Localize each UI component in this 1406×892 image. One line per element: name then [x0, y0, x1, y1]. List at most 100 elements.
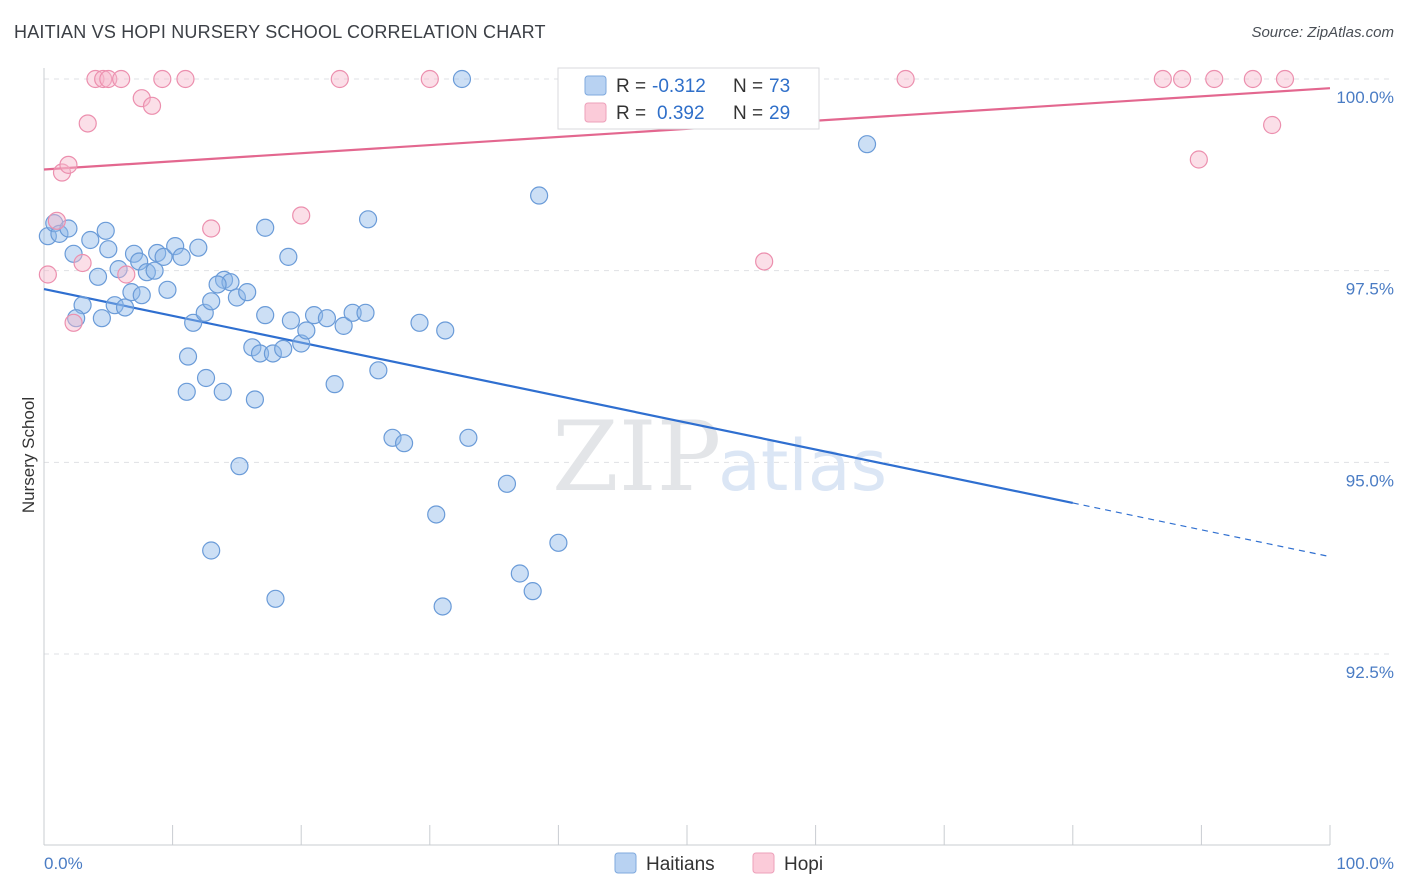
- stats-r-label-hopi: R =: [616, 103, 646, 124]
- hopi-point-14: [153, 69, 172, 89]
- y-tick-labels: 100.0% 97.5% 95.0% 92.5%: [1336, 88, 1394, 682]
- hopi-point-13: [142, 96, 162, 115]
- hopi-point-4: [64, 313, 83, 332]
- axes: [43, 68, 1331, 846]
- stats-swatch-haitians: [584, 75, 607, 96]
- stats-r-label-haitians: R =: [616, 76, 646, 97]
- haitians-point-10: [99, 240, 118, 259]
- stats-n-value-haitians: 73: [769, 76, 790, 97]
- haitians-point-29: [195, 303, 214, 322]
- stats-n-value-hopi: 29: [769, 103, 790, 124]
- haitians-point-57: [436, 321, 455, 340]
- haitians-point-70: [523, 582, 542, 601]
- haitians-point-35: [238, 283, 257, 302]
- stats-r-value-haitians: -0.312: [652, 76, 706, 97]
- haitians-point-66: [202, 541, 221, 560]
- haitians-trend-line: [43, 287, 1074, 505]
- hopi-point-19: [420, 69, 439, 89]
- haitians-point-39: [263, 344, 283, 363]
- hopi-point-23: [1173, 69, 1192, 89]
- haitians-point-59: [497, 474, 517, 493]
- y-axis-title: Nursery School: [19, 397, 38, 513]
- watermark: ZIP atlas: [552, 401, 887, 513]
- haitians-point-40: [274, 339, 293, 358]
- chart-source: Source: ZipAtlas.com: [1251, 24, 1394, 41]
- haitians-point-52: [394, 434, 414, 453]
- haitians-point-9: [96, 221, 115, 240]
- haitians-point-18: [137, 263, 156, 282]
- gridlines: [44, 78, 1392, 655]
- hopi-point-18: [330, 69, 349, 89]
- hopi-point-11: [117, 265, 136, 284]
- hopi-point-27: [1275, 69, 1295, 89]
- haitians-point-41: [281, 311, 301, 330]
- haitians-point-74: [452, 69, 472, 89]
- haitians-point-15: [122, 283, 141, 302]
- haitians-point-72: [530, 186, 549, 205]
- haitians-point-46: [325, 375, 344, 394]
- stats-legend: R = -0.312 N = 73 R = 0.392 N = 29: [557, 67, 820, 130]
- hopi-point-6: [78, 114, 97, 133]
- haitians-point-58: [459, 428, 478, 447]
- haitians-point-50: [369, 361, 388, 380]
- haitians-point-30: [202, 292, 221, 311]
- y-tick-label-1: 97.5%: [1346, 280, 1394, 299]
- series-legend: Haitians Hopi: [614, 852, 823, 875]
- haitians-point-44: [297, 321, 316, 340]
- hopi-point-26: [1243, 69, 1262, 89]
- hopi-point-9: [99, 69, 118, 89]
- watermark-atlas: atlas: [718, 425, 887, 507]
- watermark-zip: ZIP: [552, 401, 721, 513]
- haitians-point-61: [196, 368, 216, 388]
- stats-n-label-haitians: N =: [733, 76, 763, 97]
- hopi-point-22: [1153, 69, 1172, 89]
- x-tick-labels: 0.0% 100.0%: [44, 854, 1394, 873]
- haitians-point-11: [92, 309, 111, 328]
- hopi-point-3: [59, 155, 78, 174]
- haitians-point-26: [178, 347, 198, 366]
- haitians-point-47: [334, 316, 353, 335]
- haitians-point-51: [383, 428, 402, 447]
- data-points: [38, 69, 1295, 616]
- haitians-point-22: [145, 261, 164, 280]
- hopi-point-1: [47, 211, 66, 230]
- haitians-trend-extension: [1072, 502, 1331, 558]
- haitians-point-55: [358, 210, 378, 229]
- legend-label-haitians: Haitians: [646, 854, 715, 875]
- hopi-point-21: [896, 69, 915, 89]
- haitians-point-54: [279, 247, 298, 266]
- chart-title: HAITIAN VS HOPI NURSERY SCHOOL CORRELATI…: [14, 22, 546, 42]
- haitians-point-38: [256, 306, 275, 325]
- haitians-point-63: [213, 382, 232, 401]
- haitians-point-60: [427, 505, 446, 524]
- haitians-point-48: [343, 303, 362, 322]
- hopi-point-28: [1263, 115, 1282, 135]
- hopi-point-16: [202, 219, 221, 238]
- x-tick-label-100: 100.0%: [1336, 854, 1394, 873]
- hopi-point-24: [1205, 69, 1224, 89]
- haitians-point-64: [230, 457, 249, 476]
- hopi-point-0: [38, 265, 57, 284]
- haitians-point-13: [115, 298, 135, 317]
- haitians-point-7: [81, 230, 100, 250]
- hopi-point-17: [292, 206, 311, 225]
- y-tick-label-2: 95.0%: [1346, 471, 1394, 490]
- legend-label-hopi: Hopi: [784, 854, 823, 875]
- hopi-point-25: [1189, 150, 1208, 169]
- haitians-point-68: [433, 597, 452, 616]
- haitians-point-71: [549, 533, 568, 552]
- haitians-point-56: [410, 313, 429, 332]
- stats-swatch-hopi: [584, 102, 607, 123]
- x-tick-label-0: 0.0%: [44, 854, 83, 873]
- legend-swatch-hopi: [752, 852, 775, 874]
- haitians-point-24: [166, 237, 185, 256]
- stats-r-value-hopi: 0.392: [657, 103, 705, 124]
- haitians-point-69: [510, 564, 529, 583]
- haitians-point-20: [154, 247, 173, 266]
- legend-swatch-haitians: [614, 852, 637, 874]
- haitians-point-8: [88, 267, 108, 286]
- stats-n-label-hopi: N =: [733, 103, 763, 124]
- haitians-point-1: [45, 214, 64, 233]
- haitians-point-67: [266, 589, 285, 608]
